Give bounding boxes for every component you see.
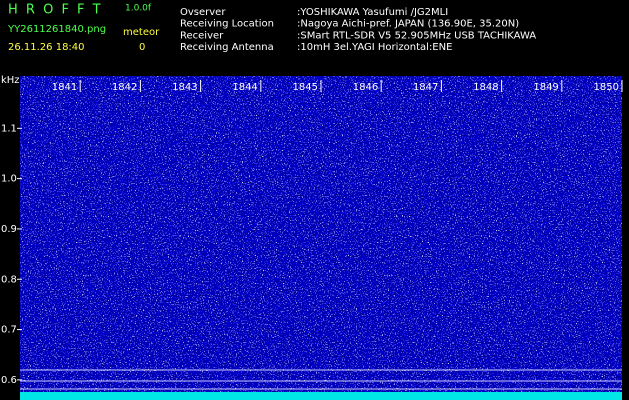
x-tick-label: 1849: [533, 82, 558, 93]
app-name: H R O F F T: [8, 3, 103, 18]
x-tick-label: 1848: [473, 82, 498, 93]
x-tick-label: 1843: [172, 82, 197, 93]
meteor-label: meteor: [123, 27, 160, 38]
info-key: Receiving Antenna: [180, 42, 274, 53]
info-key: Receiver: [180, 30, 224, 41]
y-tick-label: 1.0: [1, 174, 17, 185]
x-tick-label: 1844: [232, 82, 257, 93]
x-tick-label: 1850: [594, 82, 619, 93]
noise-floor: [20, 392, 622, 400]
meteor-count: 0: [139, 42, 145, 53]
x-tick-label: 1845: [293, 82, 318, 93]
info-key: Receiving Location: [180, 19, 274, 30]
info-value: :10mH 3el.YAGI Horizontal:ENE: [297, 42, 452, 53]
info-value: :YOSHIKAWA Yasufumi /JG2MLI: [297, 7, 448, 18]
y-tick-label: 0.9: [1, 224, 17, 235]
info-value: :Nagoya Aichi-pref. JAPAN (136.90E, 35.2…: [297, 19, 519, 30]
y-tick-label: 1.1: [1, 123, 17, 134]
axes: kHz 0.6 0.7 0.8 0.9 1.0 1.1 1841 1842 1843 1844 184…: [1, 75, 623, 386]
y-tick-label: 0.6: [1, 375, 17, 386]
x-tick-label: 1841: [52, 82, 77, 93]
x-tick-label: 1846: [353, 82, 378, 93]
x-tick-label: 1847: [413, 82, 438, 93]
station-info: Ovserver :YOSHIKAWA Yasufumi /JG2MLI Recei…: [180, 7, 536, 53]
x-tick-label: 1842: [112, 82, 137, 93]
version: 1.0.0f: [125, 4, 152, 14]
spectrogram-noise: [20, 76, 622, 400]
info-key: Ovserver: [180, 7, 226, 18]
info-value: :SMart RTL-SDR V5 52.905MHz USB TACHIKAW…: [297, 30, 536, 41]
timestamp: 26.11.26 18:40: [8, 42, 85, 53]
y-tick-label: 0.8: [1, 274, 17, 285]
y-axis-label: kHz: [1, 75, 20, 86]
file-name: YY2611261840.png: [7, 24, 106, 35]
y-tick-label: 0.7: [1, 325, 17, 336]
